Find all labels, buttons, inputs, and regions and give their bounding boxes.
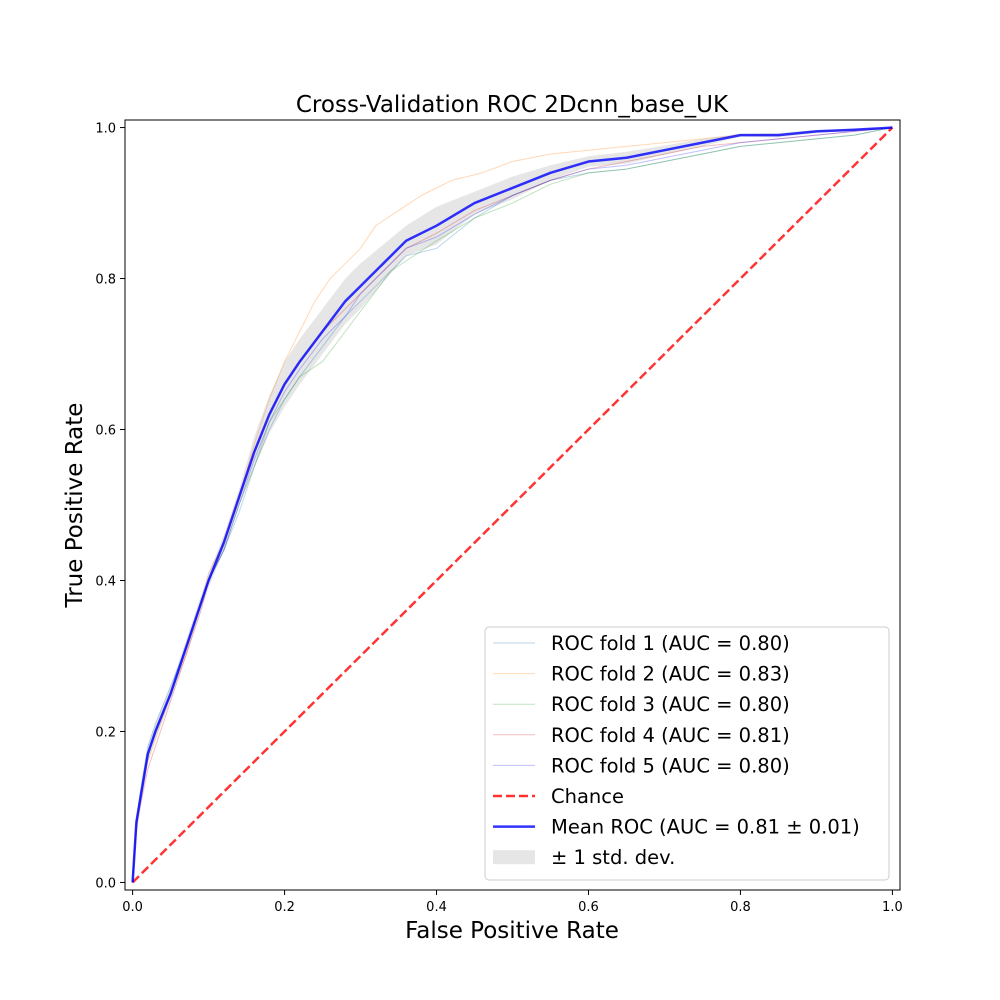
legend-swatch-band (493, 850, 535, 865)
legend-label: ROC fold 4 (AUC = 0.81) (551, 724, 790, 747)
series-line-4 (132, 127, 893, 883)
y-tick-label: 0.8 (95, 273, 116, 288)
std-dev-band (132, 127, 893, 883)
y-tick-label: 0.4 (95, 574, 116, 589)
x-axis-ticks: 0.0 0.2 0.4 0.6 0.8 1.0 (122, 890, 903, 915)
legend-label: ROC fold 1 (AUC = 0.80) (551, 632, 790, 655)
x-axis-label: False Positive Rate (405, 918, 619, 944)
y-tick-label: 0.2 (95, 725, 116, 740)
series-layer (131, 126, 894, 884)
series-line-1 (132, 127, 893, 883)
legend-label: ROC fold 3 (AUC = 0.80) (551, 693, 790, 716)
series-line-2 (132, 127, 893, 883)
legend-label: Mean ROC (AUC = 0.81 ± 0.01) (551, 816, 860, 839)
x-tick-label: 0.2 (274, 900, 295, 915)
series-line-6 (131, 126, 894, 884)
legend-entries: ROC fold 1 (AUC = 0.80) ROC fold 2 (AUC =… (493, 632, 860, 869)
legend-label: ROC fold 5 (AUC = 0.80) (551, 754, 790, 777)
plot-area-frame (124, 119, 901, 891)
y-axis-label: True Positive Rate (62, 403, 88, 609)
chart-title: Cross-Validation ROC 2Dcnn_base_UK (296, 92, 729, 118)
y-tick-label: 1.0 (95, 122, 116, 137)
legend-label: ROC fold 2 (AUC = 0.83) (551, 663, 790, 686)
std-band-layer (132, 127, 893, 883)
series-line-7 (131, 126, 893, 883)
legend-box (484, 626, 890, 881)
legend-label: Chance (551, 785, 624, 808)
y-axis-ticks: 0.0 0.2 0.4 0.6 0.8 1.0 (95, 122, 125, 891)
y-tick-label: 0.0 (95, 876, 116, 891)
x-tick-label: 0.0 (122, 900, 143, 915)
legend: ROC fold 1 (AUC = 0.80) ROC fold 2 (AUC =… (484, 626, 890, 881)
legend-label: ± 1 std. dev. (551, 846, 675, 869)
x-tick-label: 0.8 (730, 900, 751, 915)
x-tick-label: 1.0 (882, 900, 903, 915)
y-tick-label: 0.6 (95, 424, 116, 439)
x-tick-label: 0.6 (578, 900, 599, 915)
x-tick-label: 0.4 (426, 900, 447, 915)
